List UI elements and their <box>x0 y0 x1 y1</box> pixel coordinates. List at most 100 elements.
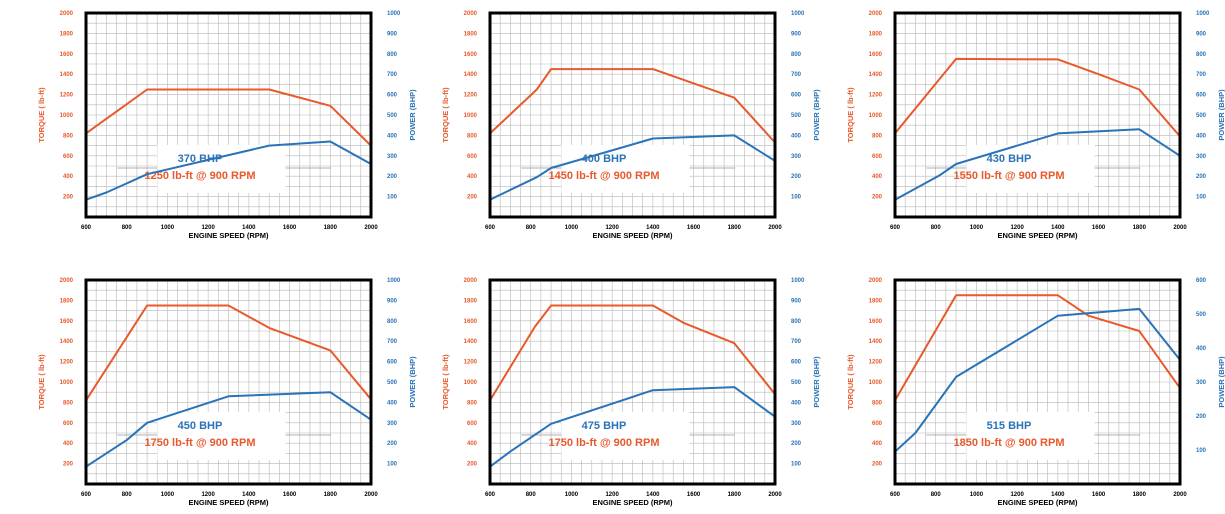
x-tick-labels: 600 800 1000 1200 1400 1600 1800 2000 <box>485 492 782 498</box>
power-torque-annotation: 450 BHP 1750 lb-ft @ 900 RPM <box>117 412 332 460</box>
x-tick-label: 1200 <box>605 225 619 231</box>
x-tick-label: 1000 <box>565 225 579 231</box>
x-tick-labels: 600 800 1000 1200 1400 1600 1800 2000 <box>890 225 1187 231</box>
chart-panel-2: 400 BHP 1450 lb-ft @ 900 RPM 600 800 1000 120… <box>441 11 821 240</box>
annotation-torque: 1250 lb-ft @ 900 RPM <box>145 170 256 182</box>
y-tick-label-right: 100 <box>1196 195 1207 201</box>
y-tick-label-right: 800 <box>791 319 802 325</box>
y-tick-label-right: 400 <box>387 400 398 406</box>
y-tick-label-right: 600 <box>1196 93 1207 99</box>
torque-curve <box>85 304 372 401</box>
y-axis-title-left: TORQUE ( lb-ft) <box>441 354 450 410</box>
y-tick-label-left: 1000 <box>464 113 478 119</box>
y-tick-label-right: 100 <box>791 462 802 468</box>
annotation-power: 515 BHP <box>987 420 1032 432</box>
y-tick-label-right: 300 <box>387 154 398 160</box>
power-torque-annotation: 370 BHP 1250 lb-ft @ 900 RPM <box>117 145 332 193</box>
x-tick-label: 2000 <box>364 492 378 498</box>
y-tick-label-right: 1000 <box>791 11 805 17</box>
annotation-torque: 1450 lb-ft @ 900 RPM <box>549 170 660 182</box>
y-tick-label-left: 2000 <box>464 278 478 284</box>
y-tick-label-right: 900 <box>1196 31 1207 37</box>
x-tick-label: 600 <box>81 492 92 498</box>
y-tick-label-left: 2000 <box>869 11 883 17</box>
torque-curve <box>894 57 1181 138</box>
x-tick-label: 1600 <box>1092 492 1106 498</box>
y-tick-label-right: 200 <box>791 174 802 180</box>
power-curve <box>85 140 372 201</box>
annotation-background <box>157 145 286 193</box>
x-tick-label: 1000 <box>161 492 175 498</box>
x-tick-label: 600 <box>81 225 92 231</box>
power-curve <box>489 134 776 201</box>
x-tick-labels: 600 800 1000 1200 1400 1600 1800 2000 <box>890 492 1187 498</box>
y-tick-label-left: 200 <box>63 195 74 201</box>
y-tick-label-right: 700 <box>791 339 802 345</box>
y-tick-label-left: 1600 <box>60 52 74 58</box>
annotation-torque: 1850 lb-ft @ 900 RPM <box>954 437 1065 449</box>
y-tick-label-left: 400 <box>467 441 478 447</box>
y-tick-label-left: 600 <box>467 421 478 427</box>
chart-panel-4: 450 BHP 1750 lb-ft @ 900 RPM 600 800 1000 120… <box>37 278 417 507</box>
annotation-power: 475 BHP <box>582 420 627 432</box>
x-tick-label: 1400 <box>646 225 660 231</box>
x-tick-label: 1400 <box>1051 492 1065 498</box>
x-tick-label: 1800 <box>1133 492 1147 498</box>
x-axis-title: ENGINE SPEED (RPM) <box>592 231 673 240</box>
x-tick-label: 600 <box>485 492 496 498</box>
y-tick-label-left: 200 <box>467 195 478 201</box>
y-tick-label-right: 200 <box>387 174 398 180</box>
power-torque-annotation: 475 BHP 1750 lb-ft @ 900 RPM <box>521 412 736 460</box>
annotation-background <box>157 412 286 460</box>
y-tick-labels-right: 100 200 300 400 500 600 700 800 900 1000 <box>791 278 805 468</box>
y-tick-label-left: 800 <box>467 133 478 139</box>
y-tick-label-right: 800 <box>387 319 398 325</box>
plot-frame <box>893 278 1182 486</box>
power-torque-annotation: 400 BHP 1450 lb-ft @ 900 RPM <box>521 145 736 193</box>
y-tick-label-left: 1200 <box>60 360 74 366</box>
y-tick-label-right: 600 <box>387 93 398 99</box>
y-tick-label-left: 1400 <box>869 339 883 345</box>
x-tick-label: 1400 <box>1051 225 1065 231</box>
y-tick-label-right: 600 <box>791 93 802 99</box>
y-tick-label-right: 600 <box>387 360 398 366</box>
y-tick-labels-right: 100 200 300 400 500 600 700 800 900 1000 <box>791 11 805 201</box>
torque-curve <box>489 68 776 144</box>
x-tick-label: 1600 <box>687 492 701 498</box>
y-tick-label-left: 1600 <box>464 319 478 325</box>
power-curve <box>894 307 1181 453</box>
y-axis-title-right: POWER (BHP) <box>812 89 821 141</box>
x-tick-label: 1600 <box>283 492 297 498</box>
y-tick-label-right: 100 <box>791 195 802 201</box>
y-axis-title-left: TORQUE ( lb-ft) <box>441 87 450 143</box>
y-tick-labels-left: 200 400 600 800 1000 1200 1400 1600 1800 2000 <box>464 278 478 468</box>
y-tick-labels-right: 100 200 300 400 500 600 <box>1196 278 1207 454</box>
x-tick-label: 600 <box>890 225 901 231</box>
y-tick-label-right: 300 <box>1196 380 1207 386</box>
y-axis-title-right: POWER (BHP) <box>812 356 821 408</box>
y-tick-label-right: 800 <box>1196 52 1207 58</box>
y-tick-label-left: 600 <box>872 154 883 160</box>
y-tick-label-right: 900 <box>387 31 398 37</box>
x-tick-label: 1000 <box>970 225 984 231</box>
y-tick-label-left: 800 <box>63 133 74 139</box>
y-tick-label-right: 700 <box>791 72 802 78</box>
x-axis-title: ENGINE SPEED (RPM) <box>997 231 1078 240</box>
annotation-background <box>561 412 690 460</box>
y-axis-title-left: TORQUE ( lb-ft) <box>846 87 855 143</box>
y-tick-labels-right: 100 200 300 400 500 600 700 800 900 1000 <box>387 11 401 201</box>
x-tick-label: 1400 <box>242 225 256 231</box>
y-tick-label-left: 1400 <box>869 72 883 78</box>
annotation-torque: 1750 lb-ft @ 900 RPM <box>145 437 256 449</box>
y-tick-label-left: 1400 <box>60 339 74 345</box>
y-tick-label-right: 700 <box>387 72 398 78</box>
x-tick-label: 1400 <box>242 492 256 498</box>
annotation-torque: 1550 lb-ft @ 900 RPM <box>954 170 1065 182</box>
y-tick-label-left: 1200 <box>869 360 883 366</box>
y-axis-title-left: TORQUE ( lb-ft) <box>37 354 46 410</box>
y-tick-label-left: 1400 <box>464 339 478 345</box>
y-tick-label-right: 700 <box>1196 72 1207 78</box>
x-tick-label: 1000 <box>161 225 175 231</box>
y-tick-label-left: 400 <box>872 441 883 447</box>
